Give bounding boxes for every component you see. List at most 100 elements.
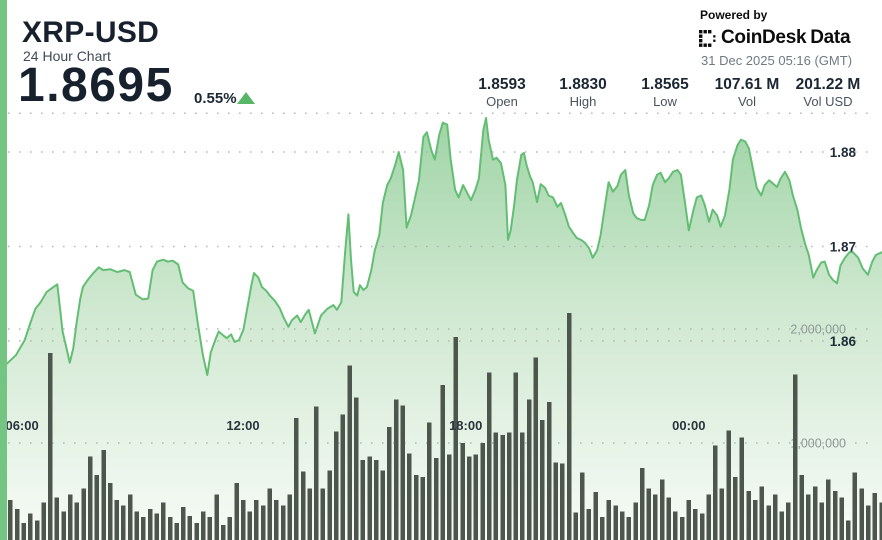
price-axis-labels: 1.88 1.87 1.86 [830, 145, 857, 349]
time-tick-label: 12:00 [226, 418, 259, 433]
volume-bar [673, 511, 678, 540]
volume-bar [354, 397, 359, 540]
volume-bar [500, 435, 505, 540]
volume-bar [560, 463, 565, 540]
volume-bar [194, 522, 199, 540]
volume-bar [679, 517, 685, 540]
logo-text-data: Data [810, 27, 851, 48]
volume-bar [753, 500, 758, 540]
volume-bar [161, 502, 166, 540]
volume-bar [746, 490, 751, 540]
volume-bar [553, 462, 558, 540]
volume-bar [566, 313, 572, 540]
price-line [0, 117, 882, 376]
volume-bar [447, 454, 452, 540]
volume-bar [380, 470, 386, 540]
volume-bar [314, 406, 319, 540]
volume-bar [121, 505, 126, 540]
volume-bar [167, 517, 173, 540]
volume-bar [520, 432, 525, 540]
volume-bar [786, 502, 791, 540]
volume-bar [686, 500, 691, 540]
volume-bar [400, 405, 405, 540]
volume-bar [81, 488, 86, 540]
volume-bar [626, 517, 632, 540]
stat-label: Open [486, 93, 518, 109]
volume-bar [839, 497, 844, 540]
volume-bar [14, 509, 20, 540]
volume-bar [726, 430, 731, 540]
volume-bar [473, 454, 479, 540]
volume-bar [320, 488, 326, 540]
volume-bar [420, 477, 425, 540]
stat-label: Vol USD [803, 93, 853, 109]
volume-bar [387, 427, 392, 540]
volume-bar [879, 502, 882, 540]
stat-label: High [569, 93, 597, 109]
volume-bar [94, 474, 100, 540]
stat-label: Vol [737, 93, 757, 109]
stat-value: 1.8593 [478, 76, 526, 93]
current-price: 1.8695 [18, 59, 174, 112]
left-accent-stripe [0, 0, 7, 540]
volume-bar [467, 456, 472, 540]
stat-value: 107.61 M [714, 76, 780, 93]
volume-bar [114, 500, 120, 540]
volume-bar [154, 513, 159, 540]
logo-wordmark: CoinDesk Data [721, 27, 851, 49]
volume-bar [713, 445, 718, 540]
time-axis-labels: 06:00 12:00 18:00 00:00 [5, 418, 705, 433]
volume-bar [214, 494, 219, 540]
volume-bar [34, 520, 40, 540]
time-tick-label: 18:00 [449, 418, 482, 433]
price-tick-label: 1.87 [830, 240, 856, 255]
stat-low: 1.8565 Low [610, 76, 720, 110]
volume-bar [706, 494, 711, 540]
volume-bar [639, 468, 645, 540]
volume-bar [287, 494, 292, 540]
volume-bar [606, 500, 612, 540]
volume-bar [413, 474, 419, 540]
volume-bar [739, 437, 745, 540]
stat-label: Low [653, 93, 677, 109]
volume-bar [8, 500, 13, 540]
volume-bar [134, 511, 139, 540]
volume-bar [666, 497, 671, 540]
volume-bar [453, 337, 459, 540]
volume-bar [187, 516, 193, 540]
volume-bar [127, 494, 133, 540]
volume-bar [693, 509, 698, 540]
volume-bar [367, 456, 372, 540]
volume-bar [826, 479, 831, 540]
stat-volume-usd: 201.22 M Vol USD [773, 76, 882, 110]
chart-timestamp: 31 Dec 2025 05:16 (GMT) [701, 53, 853, 68]
volume-bar [260, 505, 266, 540]
volume-bar [274, 500, 279, 540]
volume-bar [859, 488, 864, 540]
volume-bar [327, 470, 332, 540]
chart-subtitle: 24 Hour Chart [23, 48, 111, 64]
volume-bar [653, 494, 658, 540]
price-tick-label: 1.88 [830, 145, 857, 160]
stat-value: 1.8565 [641, 76, 689, 93]
volume-bar [487, 372, 492, 540]
volume-bar [107, 482, 113, 540]
volume-bar [540, 420, 545, 540]
volume-bar [433, 457, 439, 540]
volume-bar [506, 432, 512, 540]
volume-bar [340, 414, 346, 540]
price-tick-label: 1.86 [830, 334, 857, 349]
volume-bar [21, 522, 26, 540]
volume-bar [28, 513, 33, 540]
volume-bar [580, 472, 585, 540]
volume-bar [240, 500, 246, 540]
volume-bar [586, 509, 592, 540]
volume-bar [792, 374, 798, 540]
volume-bar [766, 505, 771, 540]
stat-open: 1.8593 Open [447, 76, 557, 110]
coindesk-data-logo: CoinDesk Data [699, 27, 851, 49]
volume-bar [573, 512, 578, 540]
volume-bar [101, 449, 106, 540]
volume-bar [174, 522, 179, 540]
